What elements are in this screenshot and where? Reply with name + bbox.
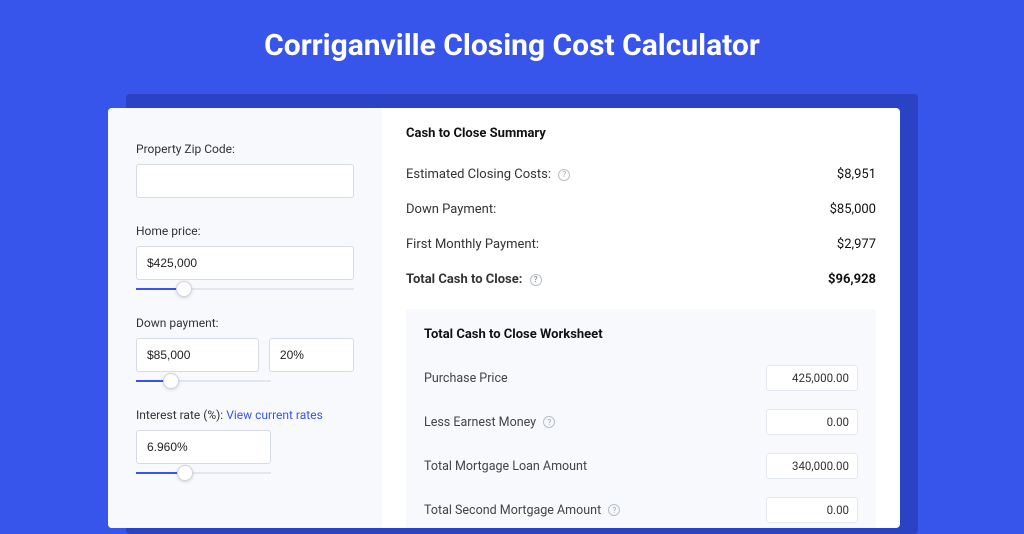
worksheet-label: Less Earnest Money	[424, 415, 536, 430]
summary-total-value: $96,928	[828, 272, 876, 287]
summary-label: Down Payment:	[406, 202, 496, 217]
worksheet-row-second-mortgage: Total Second Mortgage Amount ? 0.00	[424, 488, 858, 528]
summary-value: $2,977	[837, 237, 876, 252]
worksheet-value[interactable]: 425,000.00	[766, 365, 858, 391]
page-title: Corriganville Closing Cost Calculator	[0, 0, 1024, 87]
interest-rate-label: Interest rate (%): View current rates	[136, 408, 354, 422]
worksheet-value[interactable]: 0.00	[766, 409, 858, 435]
down-payment-label: Down payment:	[136, 316, 354, 330]
worksheet-panel: Total Cash to Close Worksheet Purchase P…	[406, 309, 876, 528]
home-price-input[interactable]	[136, 246, 354, 280]
interest-rate-input[interactable]	[136, 430, 271, 464]
home-price-label: Home price:	[136, 224, 354, 238]
summary-value: $8,951	[837, 167, 876, 182]
down-payment-field: Down payment:	[136, 316, 354, 388]
help-icon[interactable]: ?	[530, 274, 542, 286]
down-payment-amount-input[interactable]	[136, 338, 259, 372]
summary-value: $85,000	[830, 202, 876, 217]
calculator-card: Property Zip Code: Home price: Down paym…	[108, 108, 900, 528]
summary-panel: Cash to Close Summary Estimated Closing …	[382, 108, 900, 528]
summary-title: Cash to Close Summary	[406, 126, 876, 141]
summary-label: Estimated Closing Costs:	[406, 167, 551, 182]
view-rates-link[interactable]: View current rates	[226, 408, 323, 422]
slider-thumb[interactable]	[163, 373, 179, 389]
inputs-panel: Property Zip Code: Home price: Down paym…	[108, 108, 382, 528]
help-icon[interactable]: ?	[558, 169, 570, 181]
summary-label: First Monthly Payment:	[406, 237, 539, 252]
worksheet-label: Total Mortgage Loan Amount	[424, 459, 587, 474]
summary-row-down-payment: Down Payment: $85,000	[406, 192, 876, 227]
interest-rate-label-text: Interest rate (%):	[136, 408, 223, 422]
zip-field: Property Zip Code:	[136, 142, 354, 204]
slider-thumb[interactable]	[176, 281, 192, 297]
interest-rate-slider[interactable]	[136, 466, 271, 480]
worksheet-label: Total Second Mortgage Amount	[424, 503, 601, 518]
worksheet-row-mortgage-amount: Total Mortgage Loan Amount 340,000.00	[424, 444, 858, 488]
help-icon[interactable]: ?	[608, 504, 620, 516]
slider-thumb[interactable]	[177, 465, 193, 481]
worksheet-label: Purchase Price	[424, 371, 508, 386]
summary-row-total: Total Cash to Close: ? $96,928	[406, 262, 876, 297]
down-payment-percent-input[interactable]	[269, 338, 354, 372]
interest-rate-field: Interest rate (%): View current rates	[136, 408, 354, 480]
down-payment-slider[interactable]	[136, 374, 271, 388]
worksheet-row-earnest-money: Less Earnest Money ? 0.00	[424, 400, 858, 444]
worksheet-title: Total Cash to Close Worksheet	[424, 327, 858, 342]
home-price-field: Home price:	[136, 224, 354, 296]
help-icon[interactable]: ?	[543, 416, 555, 428]
zip-label: Property Zip Code:	[136, 142, 354, 156]
worksheet-row-purchase-price: Purchase Price 425,000.00	[424, 356, 858, 400]
worksheet-value[interactable]: 0.00	[766, 497, 858, 523]
zip-input[interactable]	[136, 164, 354, 198]
summary-row-first-monthly: First Monthly Payment: $2,977	[406, 227, 876, 262]
home-price-slider[interactable]	[136, 282, 354, 296]
worksheet-value[interactable]: 340,000.00	[766, 453, 858, 479]
summary-total-label: Total Cash to Close:	[406, 272, 522, 287]
summary-row-closing-costs: Estimated Closing Costs: ? $8,951	[406, 157, 876, 192]
